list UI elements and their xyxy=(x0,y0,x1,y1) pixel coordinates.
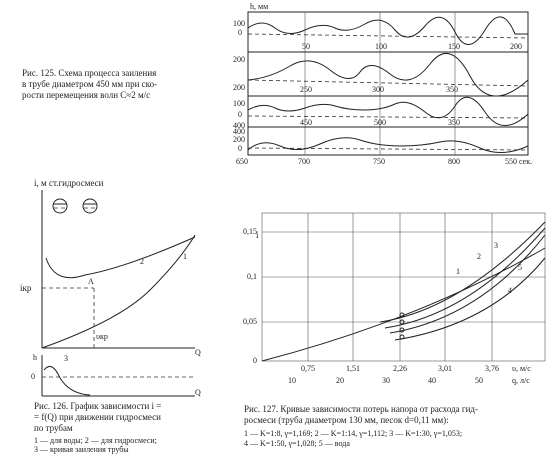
caption-line: = f(Q) при движении гидросмеси xyxy=(34,412,161,422)
label: 700 xyxy=(298,157,310,166)
label: 350 xyxy=(446,85,458,94)
curve-label: 2 xyxy=(477,252,481,261)
caption-line: Рис. 126. График зависимости i = xyxy=(34,401,161,411)
x-tick-label: 40 xyxy=(428,376,436,385)
axis-label: υ, м/с xyxy=(512,364,531,373)
label: 200 xyxy=(510,42,522,51)
caption-line: рости перемещения волн C≈2 м/с xyxy=(22,90,150,100)
caption-line: Рис. 125. Схема процесса заиления xyxy=(22,68,156,78)
label: h xyxy=(33,353,37,362)
label: 100 xyxy=(233,19,245,28)
axis-label: h, мм xyxy=(250,2,268,11)
label: 1 xyxy=(183,252,187,261)
label: 3 xyxy=(64,354,68,363)
axis-label: i, м ст.гидросмеси xyxy=(34,178,104,188)
label: 0 xyxy=(31,372,35,381)
label: 2 xyxy=(140,257,144,266)
label: 400 xyxy=(233,121,245,130)
label: 50 xyxy=(302,42,310,51)
label: 0 xyxy=(238,144,242,153)
label: 0 xyxy=(238,28,242,37)
caption-line: по трубам xyxy=(34,423,73,433)
label: υкр xyxy=(96,332,108,341)
x-tick-label: 30 xyxy=(382,376,390,385)
caption-line: Рис. 127. Кривые зависимости потерь напо… xyxy=(244,404,478,414)
x-tick-label: 10 xyxy=(288,376,296,385)
label: 150 xyxy=(448,42,460,51)
label: 450 xyxy=(300,118,312,127)
caption-line: в трубе диаметром 450 мм при ско- xyxy=(22,79,157,89)
label: 400 xyxy=(233,127,245,136)
label: 200 xyxy=(233,55,245,64)
x-tick-label: 20 xyxy=(336,376,344,385)
curve-label: 3 xyxy=(494,241,498,250)
label: 200 xyxy=(233,135,245,144)
fig125-chart xyxy=(247,11,529,156)
label: 0 xyxy=(238,110,242,119)
label: 750 xyxy=(373,157,385,166)
fig127-chart xyxy=(261,212,546,362)
x-tick-label: 3,01 xyxy=(438,364,452,373)
label: 500 xyxy=(374,118,386,127)
label: 100 xyxy=(375,42,387,51)
label: 100 xyxy=(233,99,245,108)
axis-label: q, л/с xyxy=(512,376,530,385)
caption-line: росмеси (труба диаметром 130 мм, песок d… xyxy=(244,415,449,425)
label: 550 сек. xyxy=(505,157,532,166)
legend-line: 1 — K=1:8, γ=1,169; 2 — K=1:14, γ=1,112;… xyxy=(244,429,462,438)
curve-label: 4 xyxy=(508,286,512,295)
label: A xyxy=(88,277,94,286)
axis-label: i xyxy=(256,230,259,240)
label: iкр xyxy=(20,283,32,293)
y-tick-label: 0 xyxy=(253,356,257,365)
label: Q xyxy=(195,348,201,357)
label: 200 xyxy=(233,83,245,92)
y-tick-label: 0,05 xyxy=(243,317,257,326)
legend-line: 4 — K=1:50, γ=1,028; 5 — вода xyxy=(244,439,350,448)
label: 300 xyxy=(372,85,384,94)
y-tick-label: 0,1 xyxy=(247,272,257,281)
legend-line: 1 — для воды; 2 — для гидросмеси; xyxy=(34,436,157,445)
x-tick-label: 0,75 xyxy=(301,364,315,373)
y-tick-label: 0,15 xyxy=(243,227,257,236)
x-tick-label: 3,76 xyxy=(485,364,499,373)
label: Q xyxy=(195,388,201,397)
label: 800 xyxy=(448,157,460,166)
curve-label: 5 xyxy=(518,263,522,272)
label: 350 xyxy=(448,118,460,127)
x-tick-label: 50 xyxy=(475,376,483,385)
fig126-chart xyxy=(41,190,196,397)
label: 250 xyxy=(300,85,312,94)
x-tick-label: 2,26 xyxy=(393,364,407,373)
x-tick-label: 1,51 xyxy=(346,364,360,373)
label: 650 xyxy=(236,157,248,166)
legend-line: 3 — кривая заиления трубы xyxy=(34,445,129,454)
curve-label: 1 xyxy=(456,267,460,276)
